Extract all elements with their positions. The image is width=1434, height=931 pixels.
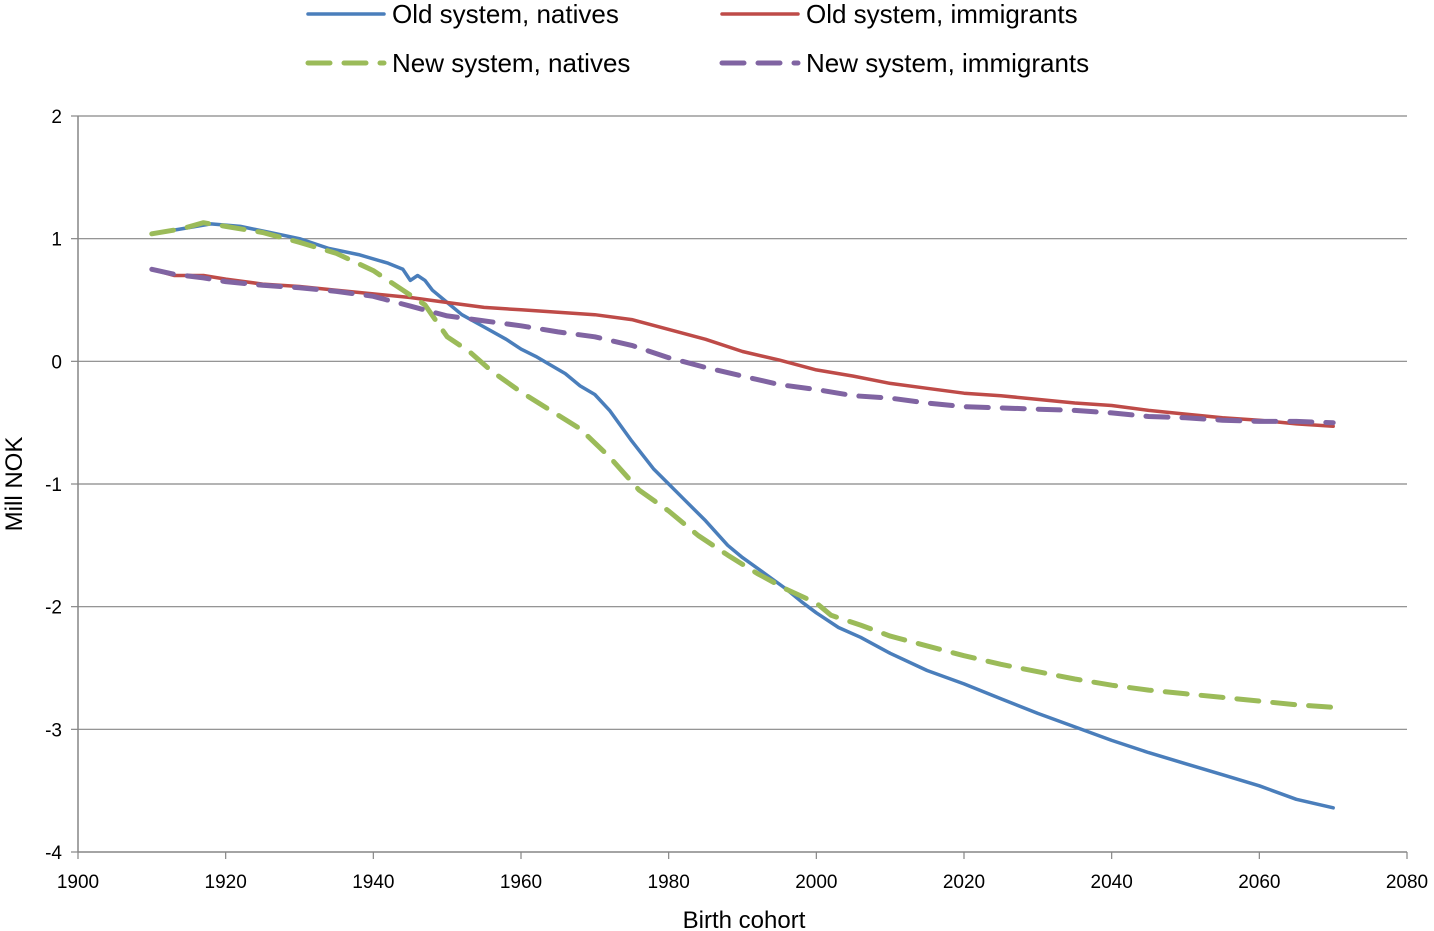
y-tick-label: -1 <box>45 475 62 496</box>
x-tick-label: 1920 <box>205 872 247 893</box>
gridlines <box>78 115 1407 730</box>
legend-label-3: New system, immigrants <box>806 48 1089 78</box>
x-tick-label: 1960 <box>500 872 542 893</box>
y-tick-label: -3 <box>45 720 62 741</box>
x-tick-label: 2060 <box>1238 872 1280 893</box>
x-axis-ticks: 1900 1920 1940 1960 1980 2000 2020 2040 2060 2080 <box>57 852 1428 893</box>
x-tick-label: 2000 <box>795 872 837 893</box>
x-tick-label: 1940 <box>352 872 394 893</box>
series-line-3 <box>149 266 1336 426</box>
series-line-2 <box>149 220 1336 710</box>
x-tick-label: 2040 <box>1091 872 1133 893</box>
y-tick-label: 1 <box>51 230 62 251</box>
y-tick-label: -4 <box>45 843 62 864</box>
data-series <box>149 220 1336 810</box>
y-axis-ticks: -4 -3 -2 -1 0 1 2 <box>45 107 78 864</box>
series-line-0 <box>150 222 1335 810</box>
x-axis-title: Birth cohort <box>683 907 806 931</box>
y-tick-label: 0 <box>51 352 62 373</box>
y-tick-label: 2 <box>51 107 62 128</box>
legend: Old system, natives Old system, immigrant… <box>305 0 1089 78</box>
legend-label-1: Old system, immigrants <box>806 0 1078 29</box>
legend-label-2: New system, natives <box>392 48 630 78</box>
y-axis-title: Mill NOK <box>1 437 28 532</box>
x-tick-label: 1900 <box>57 872 99 893</box>
x-tick-label: 1980 <box>648 872 690 893</box>
x-tick-label: 2080 <box>1386 872 1428 893</box>
x-tick-label: 2020 <box>943 872 985 893</box>
y-tick-label: -2 <box>45 598 62 619</box>
legend-label-0: Old system, natives <box>392 0 619 29</box>
